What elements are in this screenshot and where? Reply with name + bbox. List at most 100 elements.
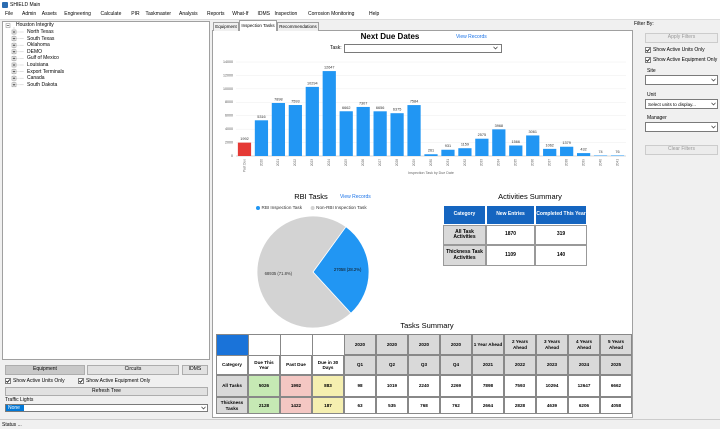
dropdown-arrow [493,46,498,50]
x-tick-label: 2039 [581,159,585,166]
menu-item[interactable]: Admin [22,11,37,17]
x-tick-label: 2022 [293,159,297,166]
checkbox-box [78,378,84,384]
table-header-cell: 2023 [536,355,568,375]
table-cell: 187 [312,397,344,414]
dropdown-arrow [711,125,716,129]
tree-node[interactable]: Canada [27,75,45,82]
table-cell: 4639 [536,397,568,414]
menu-item[interactable]: Inspection [274,11,298,17]
y-tick-label: 10000 [223,87,233,91]
tree-node[interactable]: Oklahoma [27,42,50,49]
menu-item[interactable]: IDMS [257,11,271,17]
bar [271,102,286,156]
menu-item[interactable]: Engineering [64,11,91,17]
checkbox[interactable] [645,57,651,63]
status-bar: Status ... [0,419,720,429]
bar-value-label: 2575 [478,133,486,137]
menu-item[interactable]: What-If [232,11,249,17]
table-cell: Thickness Tasks [216,397,248,414]
pie-slice [312,226,370,314]
bar [424,154,438,156]
view-tab[interactable]: Circuits [87,365,179,375]
table-cell: 2269 [440,375,472,397]
menu-item[interactable]: Analysis [179,11,198,17]
table-cell: 2664 [472,397,504,414]
tree-node[interactable]: South Texas [27,35,55,42]
view-tab[interactable]: IDMS [182,365,208,375]
x-tick-label: 2027 [378,159,382,166]
bar [458,148,472,156]
bar [322,71,336,156]
table-header-cell: Category [443,205,486,225]
apply-filters-button[interactable]: Apply Filters [645,33,718,43]
content-tab[interactable]: Equipment [213,22,239,31]
unit-select[interactable]: Select units to display... [645,99,718,109]
arrow [711,78,716,82]
menu-item[interactable]: PIR [131,11,140,17]
menu-item[interactable]: Assets [41,11,57,17]
menu-bar [0,9,720,20]
view-records-link[interactable]: View Records [456,34,487,40]
bar [237,142,252,156]
table-cell: 2828 [504,397,536,414]
table-cell: 1019 [376,375,408,397]
table-header-cell: 2020 [408,334,440,355]
checkbox[interactable] [645,47,651,53]
menu-item[interactable]: Help [369,11,380,17]
table-cell: 7593 [504,375,536,397]
table-header-cell: Past Due [280,355,312,375]
refresh-tree-button[interactable]: Refresh Tree [5,387,208,396]
table-header-cell: Q2 [376,355,408,375]
bar-value-label: 1379 [562,141,570,145]
manager-select[interactable] [645,122,718,132]
task-select[interactable] [344,44,502,53]
bar [339,111,353,156]
table-header-cell: Category [216,355,248,375]
bar-value-label: 7898 [274,97,282,101]
menu-item[interactable]: Corrosion Monitoring [308,11,355,17]
x-tick-label: 2036 [531,159,535,166]
view-records-link[interactable]: View Records [340,194,371,200]
checkbox[interactable] [78,378,84,384]
clear-filters-button[interactable]: Clear Filters [645,145,718,155]
y-tick-label: 6000 [225,114,233,118]
y-tick-label: 8000 [225,100,233,104]
content-tab[interactable]: Inspection Tasks [239,20,277,31]
x-tick-label: 2034 [497,159,501,166]
x-tick-label: 2023 [310,159,314,166]
checkbox[interactable] [5,378,11,384]
x-axis-title: Inspection Task by Due Date [408,171,454,175]
content-tab[interactable]: Recommendations [277,22,319,31]
tree-node[interactable]: South Dakota [27,81,58,88]
x-tick-label: 2020 [259,159,263,166]
menu-item[interactable]: Reports [207,11,225,17]
table-cell: 7898 [472,375,504,397]
tree-node[interactable]: Louisiana [27,62,49,68]
legend-label: Non-RBI Inspection Task [316,205,367,210]
site-select[interactable] [645,75,718,85]
tree-node[interactable]: Gulf of Mexico [27,55,59,62]
menu-item[interactable]: Calculate [100,11,122,17]
table-cell: 762 [440,397,472,414]
legend-label: RBI Inspection Task [262,205,303,210]
checkbox-check [79,379,84,383]
bar-value-label: 6375 [393,108,401,112]
bar-value-label: 6656 [376,106,384,110]
view-tab[interactable]: Equipment [5,365,85,375]
traffic-lights-select[interactable]: None [5,404,208,412]
table-cell: 98 [344,375,376,397]
menu-item[interactable]: Taskmaster [145,11,172,17]
menu-item[interactable]: File [5,11,14,17]
x-tick-label: 2028 [395,159,399,166]
checkbox-check [646,48,651,52]
tree-root[interactable]: Houston Integrity [16,22,54,28]
table-header-cell: Q3 [408,355,440,375]
bar [288,105,302,156]
y-tick-label: 2000 [225,141,233,145]
filter-option-label: Show Active Units Only [653,47,705,53]
tree-node[interactable]: North Texas [27,29,54,35]
tree-node[interactable]: Export Terminals [27,68,65,75]
tree-node[interactable]: DEMO [27,48,42,55]
bar-value-label: 7307 [359,101,367,105]
